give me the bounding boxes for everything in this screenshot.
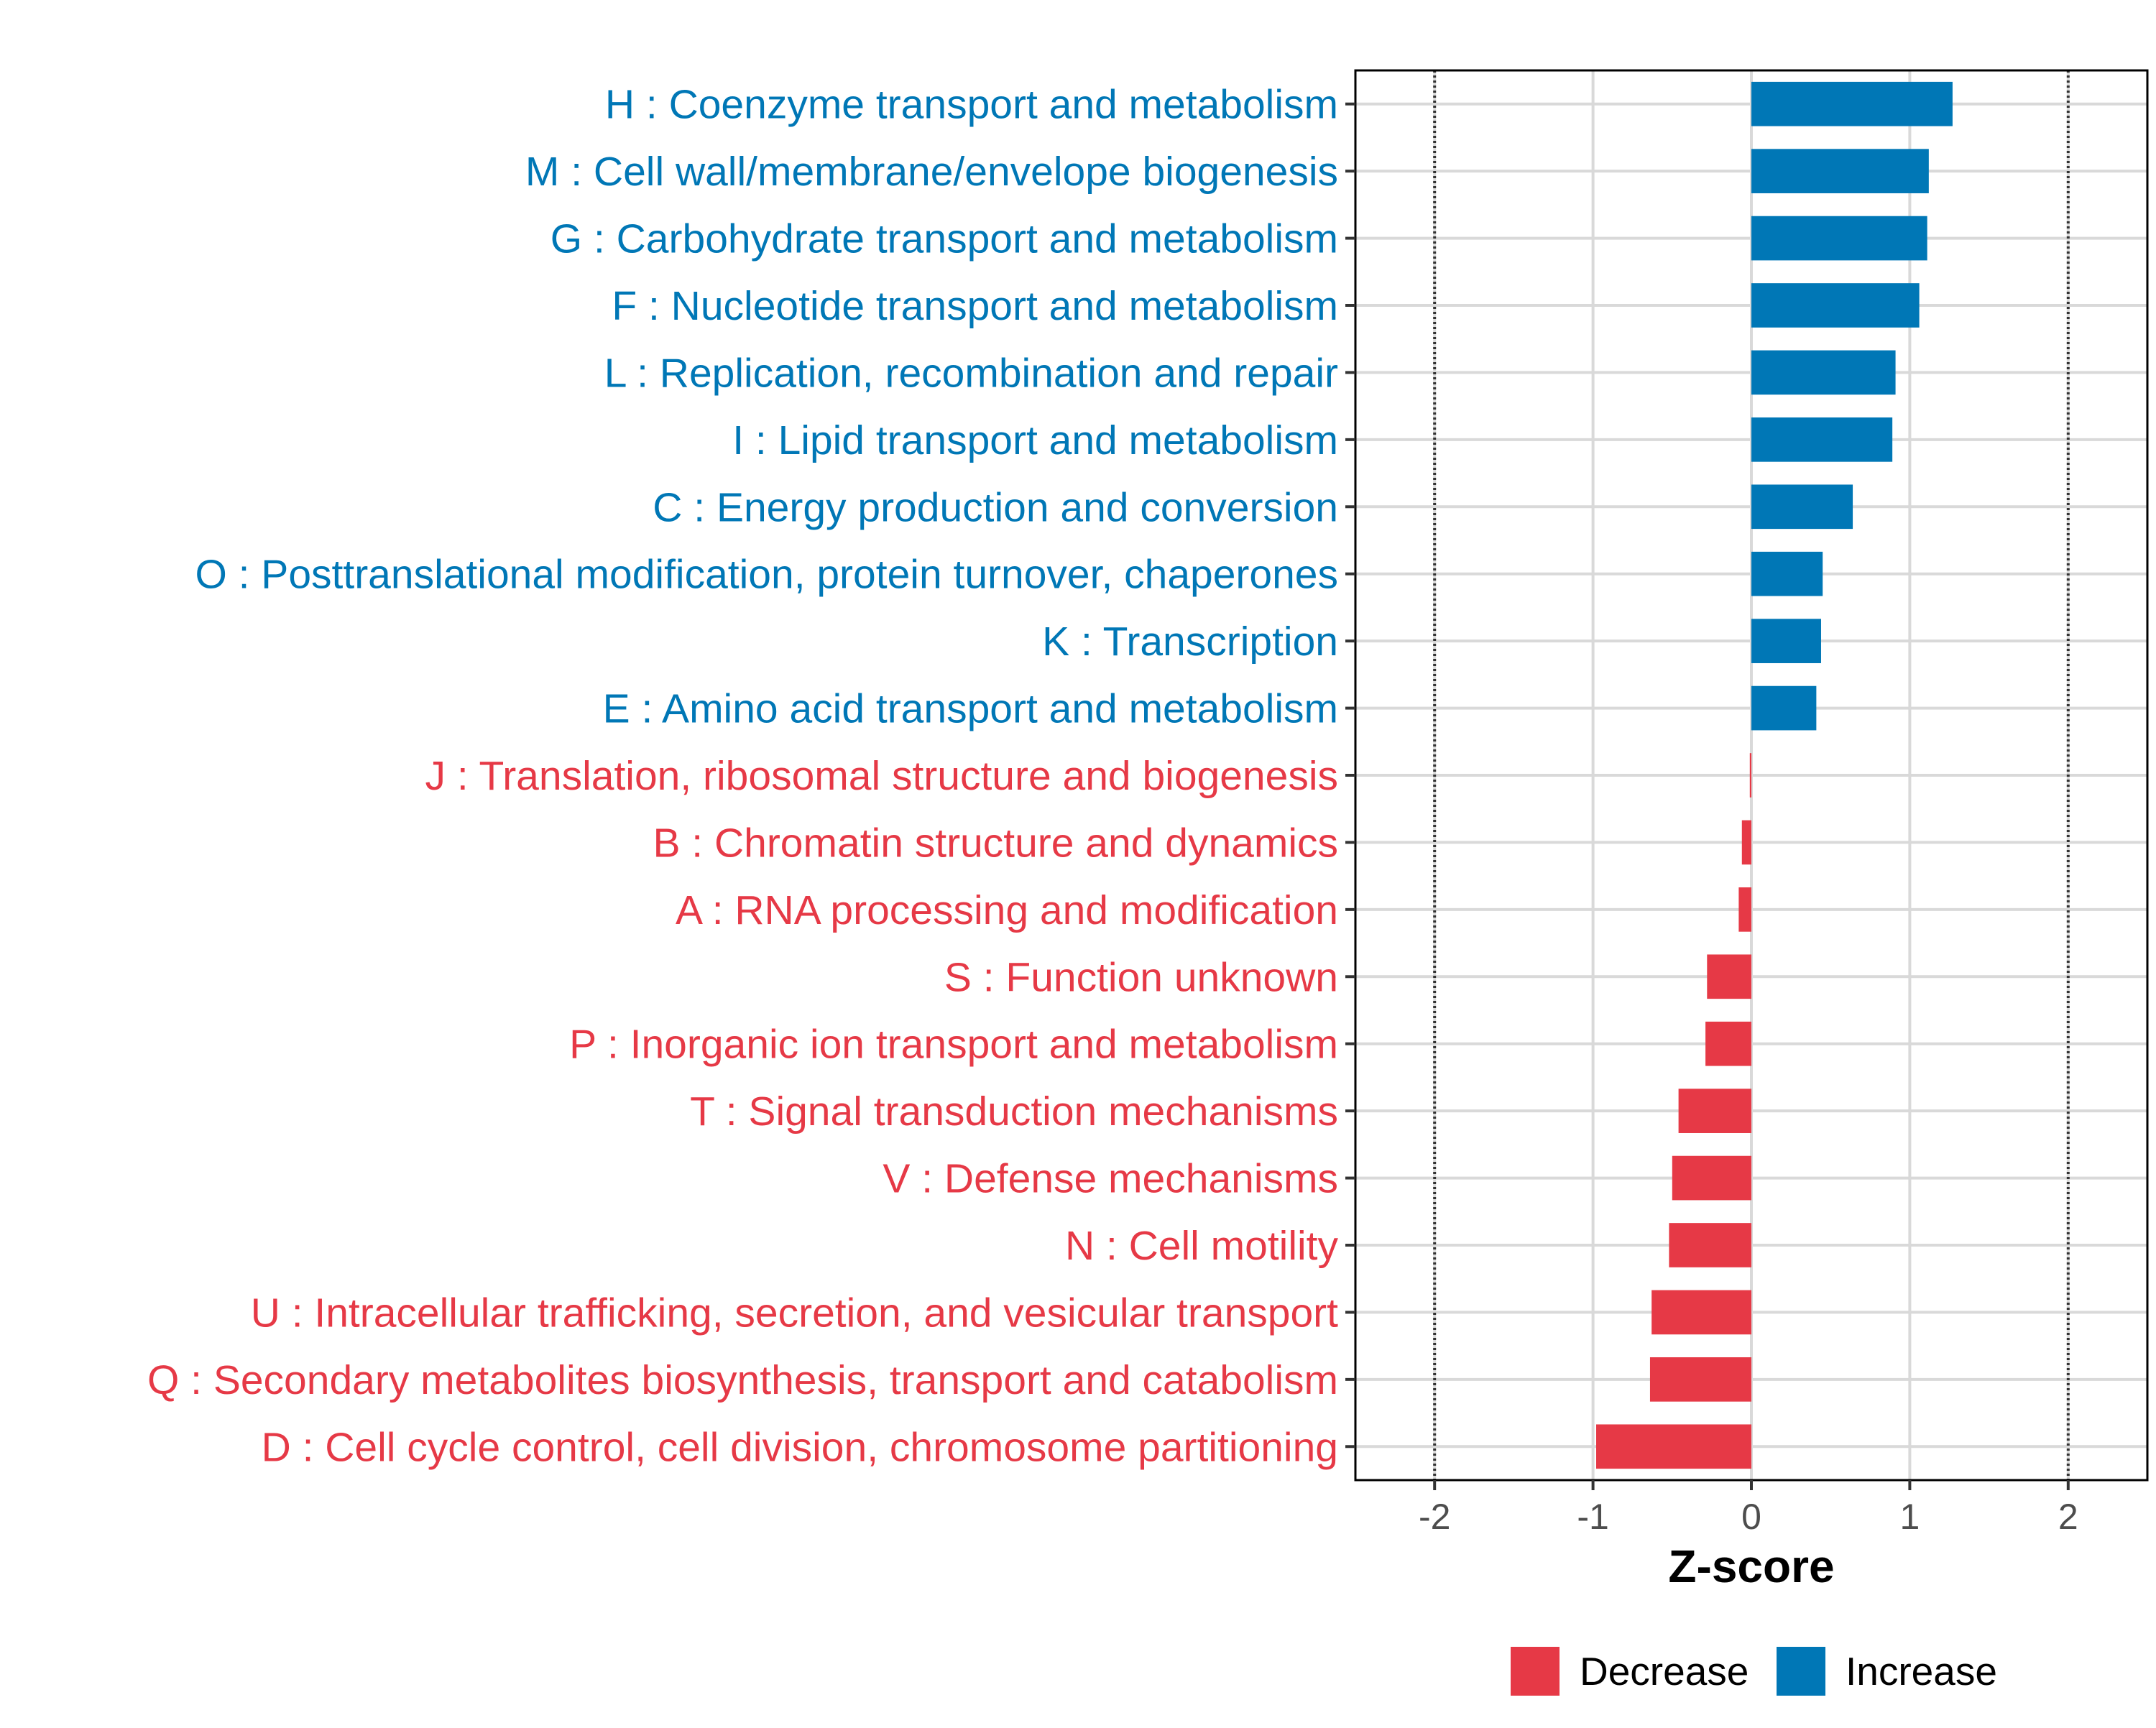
bar	[1678, 1089, 1751, 1133]
legend-label-increase: Increase	[1846, 1649, 1997, 1694]
category-label: U : Intracellular trafficking, secretion…	[251, 1290, 1338, 1336]
category-label: D : Cell cycle control, cell division, c…	[262, 1424, 1338, 1470]
category-label: O : Posttranslational modification, prot…	[195, 552, 1338, 598]
x-axis-labels: -2 -1 0 1 2	[1419, 1497, 2078, 1537]
reference-lines	[1433, 70, 2070, 1480]
category-label: M : Cell wall/membrane/envelope biogenes…	[525, 149, 1338, 195]
category-label: V : Defense mechanisms	[883, 1156, 1338, 1202]
y-axis-labels: H : Coenzyme transport and metabolism M :…	[147, 82, 1339, 1471]
legend-label-decrease: Decrease	[1580, 1649, 1749, 1694]
category-label: F : Nucleotide transport and metabolism	[612, 283, 1338, 329]
category-label: T : Signal transduction mechanisms	[690, 1089, 1338, 1135]
category-label: G : Carbohydrate transport and metabolis…	[550, 216, 1338, 262]
category-label: P : Inorganic ion transport and metaboli…	[569, 1022, 1338, 1068]
bar	[1749, 753, 1751, 798]
category-label: L : Replication, recombination and repai…	[604, 350, 1338, 396]
bar	[1751, 283, 1920, 328]
x-axis-ticks	[1433, 1480, 2070, 1490]
bar	[1751, 216, 1927, 261]
x-tick-label: -2	[1419, 1497, 1450, 1537]
category-label: E : Amino acid transport and metabolism	[603, 686, 1338, 732]
legend: Decrease Increase	[1511, 1647, 1997, 1696]
x-tick-label: -1	[1577, 1497, 1608, 1537]
bar	[1751, 551, 1823, 596]
x-tick-label: 2	[2058, 1497, 2078, 1537]
bars	[1596, 81, 1953, 1469]
bar	[1738, 887, 1751, 932]
category-label: I : Lipid transport and metabolism	[732, 417, 1338, 463]
bar	[1741, 820, 1751, 865]
legend-key-increase	[1777, 1647, 1825, 1696]
category-label: C : Energy production and conversion	[653, 484, 1338, 530]
category-label: B : Chromatin structure and dynamics	[653, 820, 1338, 866]
category-label: N : Cell motility	[1065, 1223, 1339, 1269]
bar	[1651, 1290, 1751, 1335]
category-label: S : Function unknown	[944, 954, 1338, 1000]
category-label: H : Coenzyme transport and metabolism	[605, 82, 1338, 128]
bar	[1596, 1424, 1751, 1469]
category-label: J : Translation, ribosomal structure and…	[425, 753, 1338, 799]
bar	[1751, 149, 1929, 193]
bar	[1649, 1357, 1751, 1402]
legend-key-decrease	[1511, 1647, 1560, 1696]
x-tick-label: 0	[1741, 1497, 1761, 1537]
bar	[1705, 1021, 1751, 1066]
bar	[1707, 954, 1751, 999]
category-label: K : Transcription	[1042, 619, 1338, 665]
category-label: Q : Secondary metabolites biosynthesis, …	[147, 1357, 1338, 1403]
bar	[1751, 350, 1896, 395]
bar	[1751, 685, 1817, 731]
x-axis-title: Z-score	[1668, 1540, 1834, 1592]
bar	[1751, 81, 1953, 126]
y-axis-ticks	[1345, 102, 1355, 1449]
bar	[1672, 1155, 1751, 1201]
bar	[1751, 484, 1853, 530]
x-tick-label: 1	[1899, 1497, 1920, 1537]
bar	[1751, 417, 1893, 462]
bar	[1751, 619, 1821, 663]
category-label: A : RNA processing and modification	[676, 887, 1338, 933]
bar	[1669, 1223, 1751, 1267]
